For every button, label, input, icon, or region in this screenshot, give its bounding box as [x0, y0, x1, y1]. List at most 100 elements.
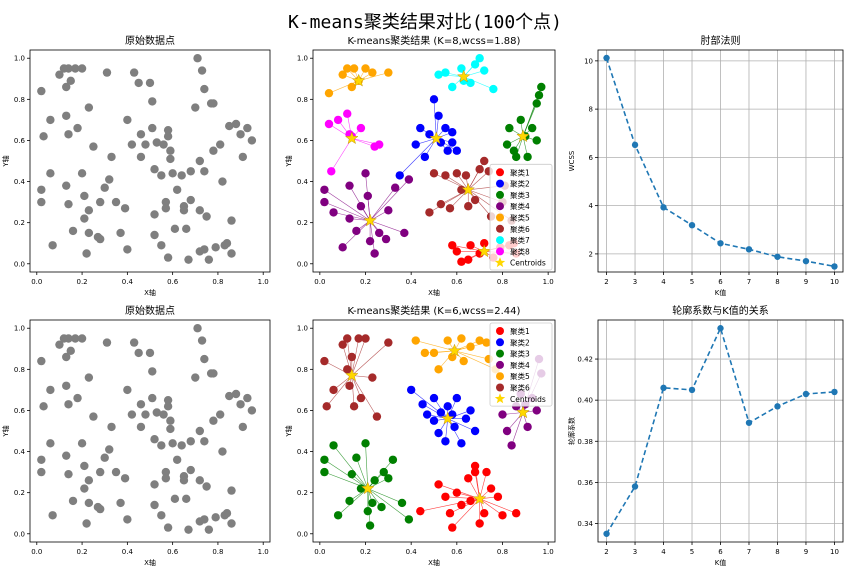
centroid-link	[454, 350, 496, 370]
data-point	[631, 483, 639, 490]
cluster-point	[452, 488, 462, 497]
data-point	[215, 140, 225, 149]
y-tick-label: 0.8	[14, 96, 25, 104]
data-point	[62, 381, 71, 390]
y-tick-label: 0.6	[297, 137, 309, 145]
cluster-point	[452, 169, 462, 178]
data-point	[163, 253, 173, 262]
y-tick-label: 10	[584, 57, 593, 65]
legend-swatch	[496, 179, 504, 188]
y-tick-label: 0.6	[14, 137, 26, 145]
data-point	[84, 373, 94, 382]
cluster-point	[534, 91, 544, 100]
data-point	[159, 410, 168, 419]
x-tick-label: 7	[747, 548, 751, 556]
data-point	[62, 352, 71, 362]
cluster-point	[516, 115, 525, 125]
centroid-marker	[361, 481, 375, 495]
data-point	[62, 111, 71, 120]
x-tick-label: 2	[604, 548, 608, 556]
y-tick-label: 2	[589, 250, 593, 258]
cluster-point	[470, 195, 480, 205]
data-point	[157, 441, 166, 450]
x-tick-label: 0.0	[31, 548, 42, 556]
cluster-point	[388, 455, 398, 464]
cluster-point	[532, 99, 541, 108]
cluster-point	[422, 410, 432, 419]
x-tick-label: 3	[633, 278, 637, 286]
data-point	[134, 348, 143, 358]
cluster-point	[329, 385, 338, 395]
data-point	[200, 167, 209, 176]
data-point	[168, 169, 177, 178]
plot-area	[320, 334, 546, 532]
x-tick-label: 0.0	[314, 278, 325, 286]
data-point	[209, 146, 218, 155]
y-axis-label: Y轴	[1, 155, 10, 167]
y-tick-label: 0.4	[14, 448, 26, 456]
data-point	[157, 511, 166, 520]
cluster-point	[370, 476, 379, 485]
data-point	[166, 424, 175, 434]
data-point	[37, 455, 46, 464]
data-point	[179, 476, 189, 485]
data-point	[73, 123, 82, 133]
cluster-point	[327, 167, 336, 176]
x-tick-label: 6	[718, 278, 723, 286]
legend-swatch	[496, 372, 504, 381]
chart-6: 轮廓系数与K值的关系 2 3 4 5 6 7 8 9 10 0.34 0.36 0.38 0.40 0.42…	[567, 304, 844, 567]
data-point	[182, 494, 191, 504]
centroid-marker	[472, 491, 487, 505]
legend-swatch	[496, 360, 504, 369]
cluster-point	[502, 140, 512, 149]
data-point	[184, 525, 193, 534]
y-tick-label: 1.0	[14, 325, 25, 333]
cluster-point	[406, 385, 416, 395]
legend-swatch	[496, 349, 504, 358]
legend-swatch	[496, 224, 504, 233]
centroid-link	[369, 187, 396, 221]
data-point	[688, 221, 696, 229]
centroid-marker	[363, 213, 377, 227]
cluster-point	[324, 119, 334, 129]
cluster-point	[443, 402, 452, 411]
cluster-point	[523, 422, 532, 432]
data-point	[150, 480, 159, 489]
data-point	[209, 416, 218, 425]
cluster-point	[343, 365, 352, 374]
cluster-point	[343, 64, 352, 73]
x-tick-label: 0.8	[212, 548, 223, 556]
data-point	[166, 154, 175, 164]
x-tick-label: 3	[633, 548, 637, 556]
cluster-point	[411, 336, 420, 345]
data-point	[211, 243, 220, 252]
legend-label: 聚类7	[510, 235, 530, 245]
cluster-point	[370, 249, 379, 258]
cluster-point	[466, 241, 475, 250]
y-axis-label: 轮廓系数	[567, 417, 576, 445]
cluster-point	[361, 64, 370, 73]
x-tick-label: 2	[604, 278, 608, 286]
legend-swatch	[496, 213, 504, 222]
data-point	[129, 338, 139, 347]
y-tick-label: 1.0	[297, 55, 308, 63]
data-point	[159, 140, 168, 149]
y-tick-label: 8	[589, 106, 593, 114]
data-point	[80, 484, 89, 493]
figure-title: K-means聚类结果对比(100个点)	[288, 12, 562, 33]
cluster-point	[486, 484, 496, 493]
data-point	[84, 206, 94, 215]
centroid-marker	[345, 131, 359, 145]
x-tick-label: 9	[804, 548, 808, 556]
x-tick-label: 8	[775, 278, 779, 286]
data-point	[73, 393, 82, 403]
axes-frame	[29, 319, 271, 543]
data-point	[166, 146, 175, 155]
chart-title: K-means聚类结果 (K=6,wcss=2.44)	[348, 304, 521, 317]
y-tick-label: 0.0	[14, 530, 25, 538]
data-point	[247, 136, 257, 145]
cluster-point	[349, 402, 359, 411]
cluster-point	[445, 509, 455, 518]
x-tick-label: 5	[690, 548, 694, 556]
legend-swatch	[496, 190, 504, 199]
